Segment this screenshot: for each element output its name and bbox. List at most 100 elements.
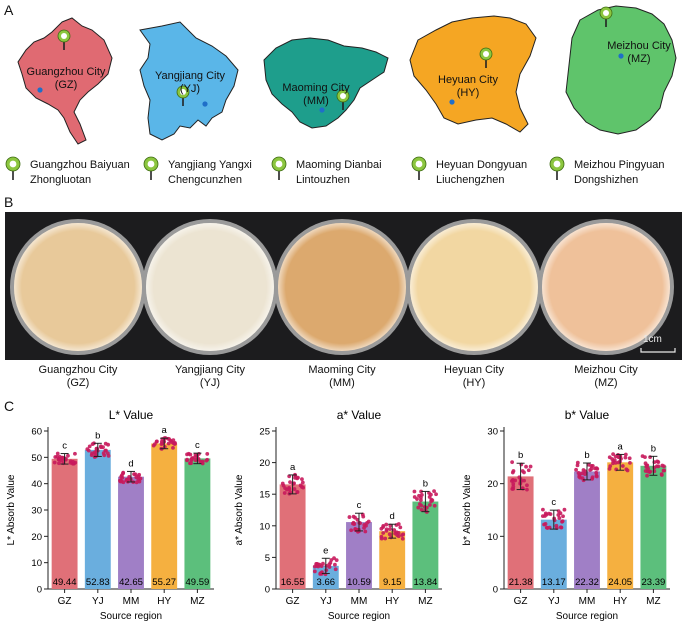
- panel-letter-a: A: [4, 2, 14, 18]
- data-point: [607, 455, 612, 460]
- dish-mm: [274, 219, 410, 355]
- dish-yj: [142, 219, 278, 355]
- data-point: [417, 493, 421, 498]
- data-point: [361, 514, 366, 519]
- data-point: [586, 462, 591, 467]
- bar-mm: [118, 476, 144, 589]
- data-point: [324, 564, 329, 568]
- data-point: [660, 463, 665, 468]
- data-point: [594, 466, 599, 471]
- data-point: [427, 503, 432, 507]
- y-tick-label: 30: [31, 506, 42, 517]
- legend-line1: Guangzhou Baiyuan: [30, 159, 130, 171]
- significance-letter: e: [323, 545, 328, 556]
- data-point: [627, 456, 632, 461]
- y-tick-label: 50: [31, 453, 42, 464]
- legend-line2: Liuchengzhen: [436, 174, 505, 186]
- data-point: [513, 478, 518, 483]
- legend-item-mz: Meizhou Pingyuan Dongshizhen: [548, 156, 665, 188]
- bar-mz: [412, 501, 439, 589]
- data-point: [394, 523, 399, 527]
- dish-gz: [10, 219, 146, 355]
- data-point: [316, 562, 320, 567]
- data-point: [193, 453, 198, 457]
- data-point: [298, 483, 303, 488]
- data-point: [422, 505, 427, 509]
- data-point: [102, 453, 107, 458]
- location-pin-icon: [271, 156, 287, 180]
- x-tick-label: YJ: [548, 596, 560, 607]
- map-label-mm: Maoming City (MM): [282, 82, 350, 107]
- significance-letter: a: [290, 462, 296, 473]
- data-point: [93, 452, 98, 456]
- data-point: [185, 452, 189, 457]
- data-point: [401, 532, 406, 537]
- data-point: [526, 468, 531, 473]
- data-point: [558, 511, 563, 516]
- chart-title: b* Value: [565, 408, 610, 422]
- data-point: [327, 565, 332, 569]
- significance-letter: d: [390, 511, 395, 522]
- data-point: [434, 492, 438, 497]
- data-point: [333, 562, 337, 567]
- data-point: [577, 473, 582, 478]
- bar-mm: [574, 471, 600, 589]
- data-point: [510, 487, 515, 491]
- data-point: [613, 460, 618, 465]
- data-point: [205, 452, 210, 456]
- bar-gz: [51, 458, 78, 589]
- location-pin-icon: [549, 156, 565, 180]
- point-gz: [37, 87, 43, 93]
- dish-label-hy: Heyuan City (HY): [444, 364, 504, 389]
- data-point: [656, 460, 661, 464]
- data-point: [57, 461, 61, 466]
- data-point: [620, 464, 625, 468]
- data-point: [318, 571, 323, 576]
- data-point: [558, 525, 563, 530]
- legend-line2: Dongshizhen: [574, 174, 639, 186]
- data-point: [379, 536, 384, 541]
- data-point: [362, 525, 366, 530]
- data-point: [205, 457, 210, 462]
- chart-title: L* Value: [109, 408, 154, 422]
- data-point: [430, 498, 435, 503]
- data-point: [355, 517, 360, 522]
- data-point: [625, 468, 630, 473]
- map-yangjiang: [139, 21, 239, 141]
- data-point: [363, 529, 368, 534]
- data-point: [544, 512, 549, 517]
- bar-mz: [640, 465, 667, 589]
- legend-line1: Maoming Dianbai: [296, 159, 382, 171]
- y-axis-label: a* Absorb Value: [234, 474, 245, 545]
- data-point: [412, 495, 417, 499]
- data-point: [594, 473, 599, 478]
- y-tick-label: 60: [31, 427, 42, 438]
- data-point: [280, 481, 285, 486]
- bar-mz: [184, 458, 211, 589]
- x-tick-label: HY: [157, 596, 171, 607]
- point-hy: [449, 99, 455, 105]
- data-point: [575, 463, 580, 468]
- data-point: [554, 523, 559, 528]
- data-point: [85, 447, 90, 451]
- data-point: [528, 464, 533, 469]
- data-point: [87, 444, 92, 449]
- y-tick-label: 0: [37, 585, 42, 596]
- y-tick-label: 40: [31, 479, 42, 490]
- data-point: [419, 489, 423, 494]
- map-meizhou: [565, 5, 677, 135]
- data-point: [134, 475, 139, 480]
- data-point: [301, 485, 306, 490]
- x-tick-label: MZ: [190, 596, 204, 607]
- data-point: [334, 558, 339, 563]
- data-point: [171, 445, 175, 450]
- x-tick-label: YJ: [320, 596, 332, 607]
- bar-value-label: 13.17: [542, 577, 566, 588]
- data-point: [384, 527, 389, 532]
- data-point: [560, 519, 565, 523]
- data-point: [525, 487, 529, 492]
- y-axis-label: L* Absorb Value: [6, 474, 17, 545]
- map-label-gz: Guangzhou City (GZ): [26, 66, 106, 91]
- data-point: [510, 470, 515, 475]
- data-point: [66, 453, 70, 458]
